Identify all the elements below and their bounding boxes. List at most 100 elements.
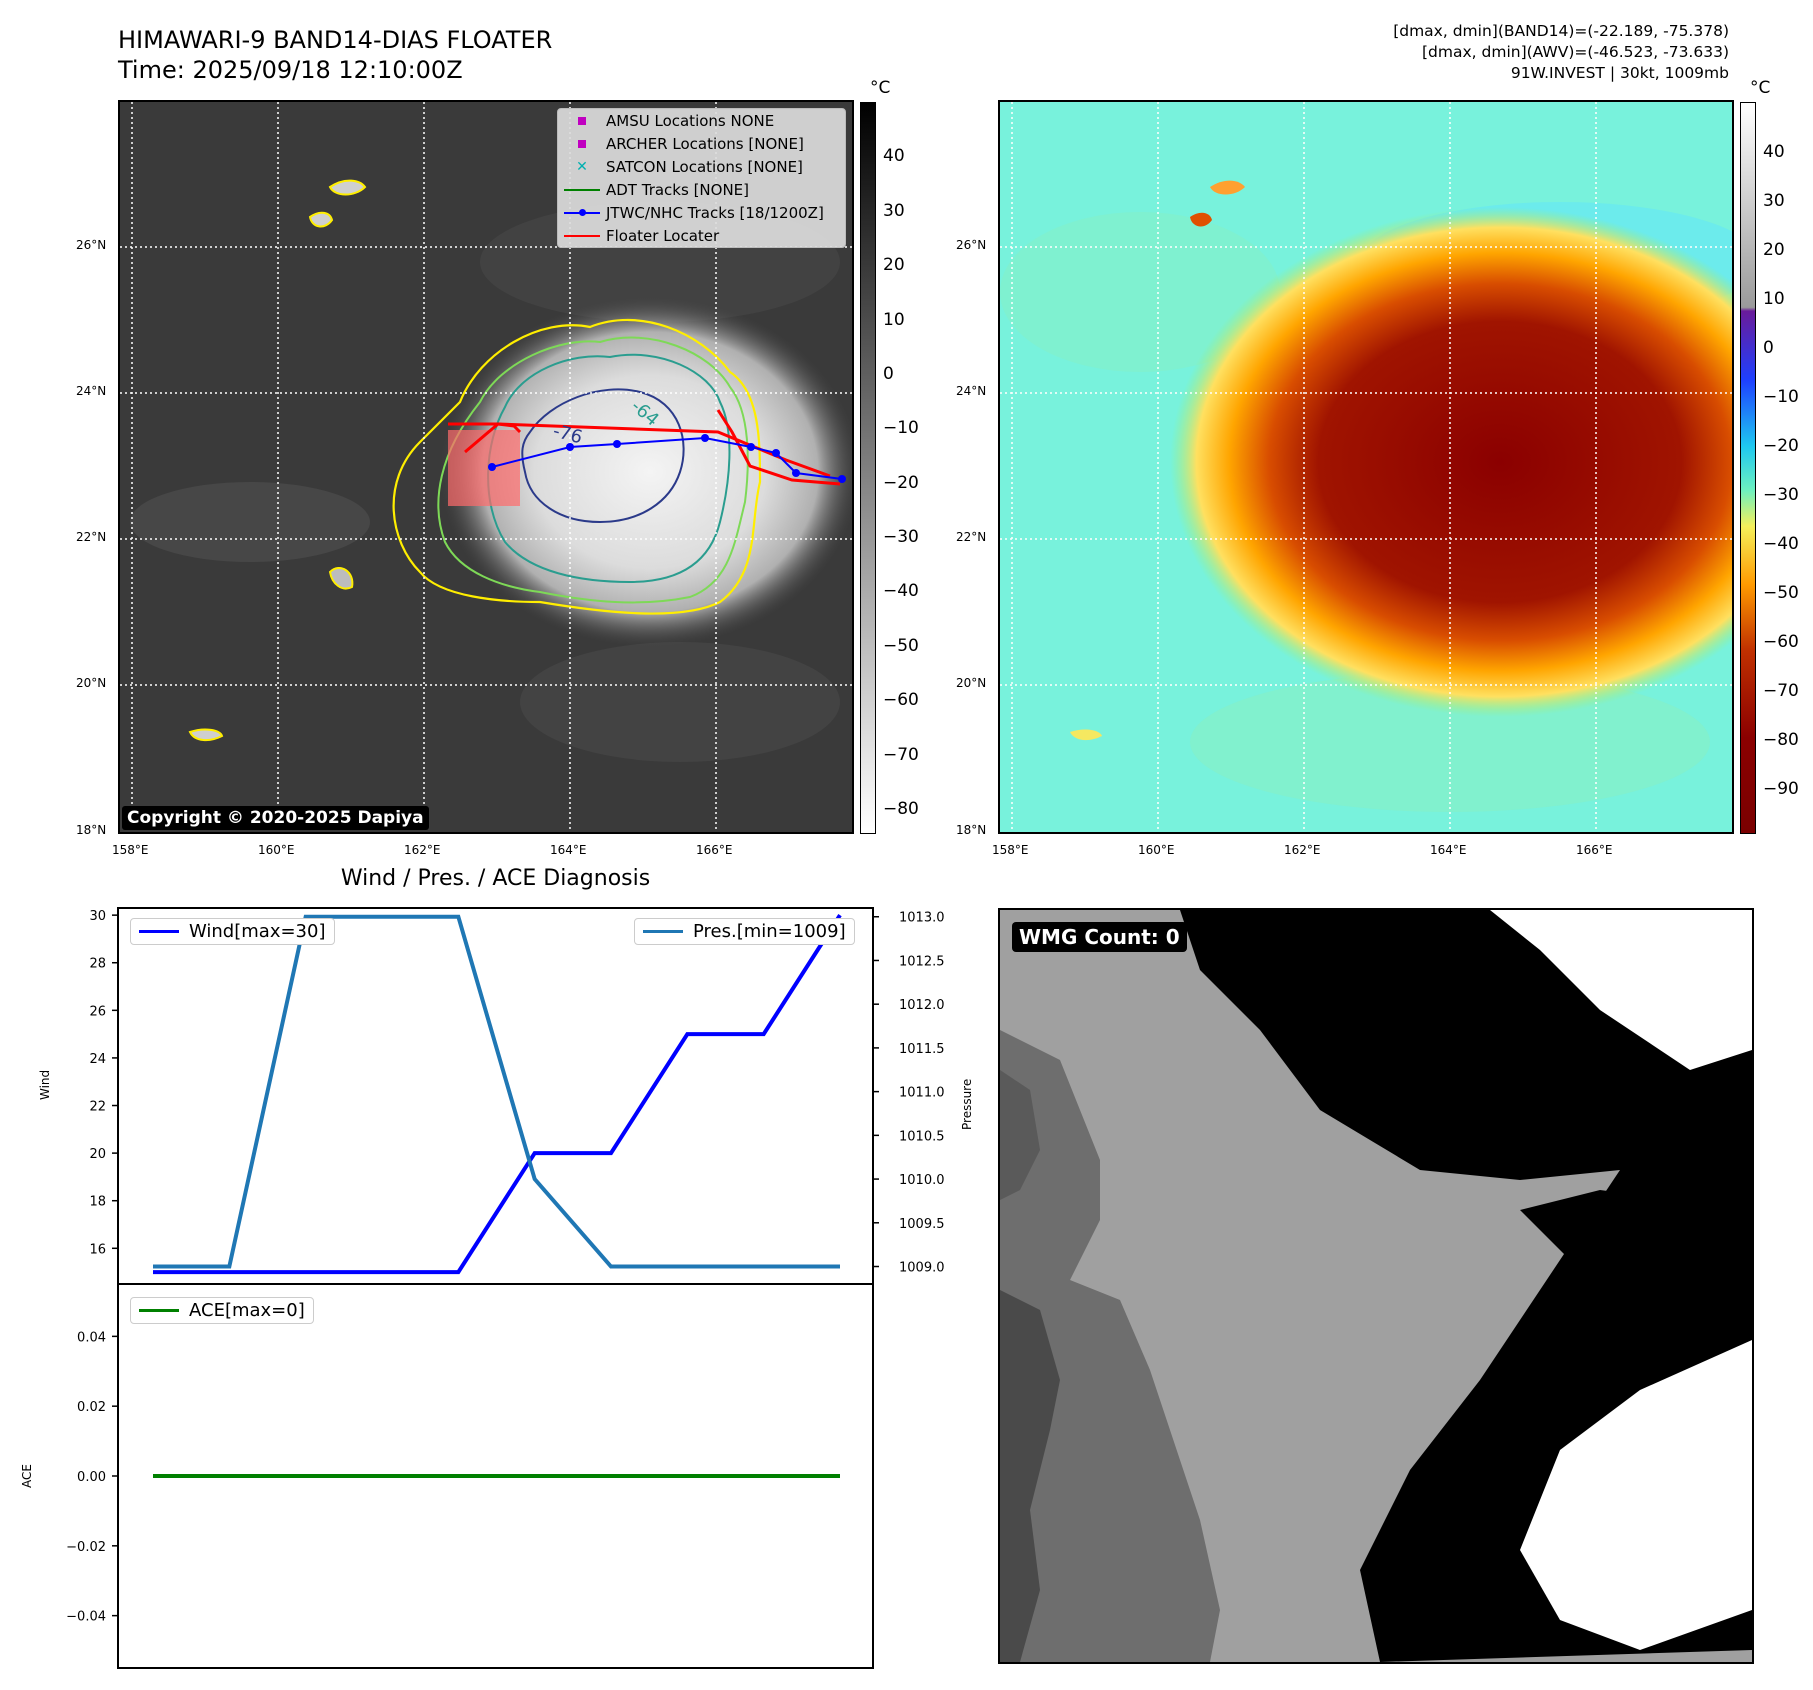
cbar-tick: 20 bbox=[883, 255, 905, 275]
wind-ytick-label: 22 bbox=[89, 1100, 106, 1115]
cbar-tick: −50 bbox=[1763, 583, 1799, 603]
lat-tick: 26°N bbox=[956, 238, 987, 252]
pressure-ytick-label: 1013.0 bbox=[899, 911, 945, 926]
lat-tick: 22°N bbox=[76, 530, 107, 544]
lat-tick: 26°N bbox=[76, 238, 107, 252]
color-colorbar-unit: °C bbox=[1750, 78, 1771, 98]
lon-tick: 164°E bbox=[550, 843, 587, 857]
ir-colorbar-unit: °C bbox=[870, 78, 891, 98]
pressure-ytick-label: 1011.5 bbox=[899, 1042, 945, 1057]
cbar-tick: −70 bbox=[1763, 681, 1799, 701]
map-legend: AMSU Locations NONE ARCHER Locations [NO… bbox=[557, 108, 846, 248]
diagnosis-title: Wind / Pres. / ACE Diagnosis bbox=[340, 866, 651, 891]
ir-colorbar bbox=[860, 102, 876, 834]
pressure-ytick-label: 1009.0 bbox=[899, 1261, 945, 1276]
lon-tick: 162°E bbox=[404, 843, 441, 857]
wind-legend-label: Wind[max=30] bbox=[189, 921, 326, 942]
lon-tick: 164°E bbox=[1430, 843, 1467, 857]
legend-item-adt: ADT Tracks [NONE] bbox=[558, 178, 845, 201]
wind-line bbox=[153, 914, 842, 1275]
cbar-tick: −40 bbox=[1763, 534, 1799, 554]
cbar-tick: 30 bbox=[1763, 191, 1785, 211]
legend-item-jtwc: JTWC/NHC Tracks [18/1200Z] bbox=[558, 201, 845, 224]
wind-ytick-label: 26 bbox=[89, 1004, 106, 1019]
pressure-ytick-label: 1012.0 bbox=[899, 998, 945, 1013]
wind-ytick-label: 18 bbox=[89, 1195, 106, 1210]
lon-tick: 160°E bbox=[258, 843, 295, 857]
cbar-tick: −90 bbox=[1763, 779, 1799, 799]
ir-satellite-panel: -76 -64 Copyright © 2020-2025 Dapiya AMS… bbox=[118, 100, 854, 834]
lon-tick: 166°E bbox=[1576, 843, 1613, 857]
lat-tick: 24°N bbox=[956, 384, 987, 398]
cbar-tick: −20 bbox=[1763, 436, 1799, 456]
wind-ytick-label: 30 bbox=[89, 909, 106, 924]
ace-legend: ACE[max=0] bbox=[130, 1297, 314, 1324]
floater-locater-line-3 bbox=[716, 409, 841, 486]
cbar-tick: −60 bbox=[883, 690, 919, 710]
ace-legend-label: ACE[max=0] bbox=[189, 1300, 305, 1321]
cbar-tick: 0 bbox=[883, 364, 894, 384]
wind-ytick-label: 20 bbox=[89, 1147, 106, 1162]
ace-ytick-label: −0.04 bbox=[66, 1610, 106, 1625]
lat-tick: 20°N bbox=[76, 676, 107, 690]
storm-info: 91W.INVEST | 30kt, 1009mb bbox=[1510, 64, 1729, 82]
legend-item-floater: Floater Locater bbox=[558, 224, 845, 247]
ace-ytick-label: 0.00 bbox=[77, 1470, 106, 1485]
cbar-tick: −60 bbox=[1763, 632, 1799, 652]
cbar-tick: 0 bbox=[1763, 338, 1774, 358]
pressure-ytick-label: 1012.5 bbox=[899, 954, 945, 969]
lon-tick: 166°E bbox=[696, 843, 733, 857]
stats-band14: [dmax, dmin](BAND14)=(-22.189, -75.378) bbox=[1393, 22, 1729, 40]
wind-legend: Wind[max=30] bbox=[130, 918, 335, 945]
pressure-ytick-label: 1011.0 bbox=[899, 1086, 945, 1101]
lon-tick: 160°E bbox=[1138, 843, 1175, 857]
lat-tick: 18°N bbox=[76, 823, 107, 837]
chart-time: Time: 2025/09/18 12:10:00Z bbox=[118, 56, 463, 84]
pressure-ytick-label: 1010.0 bbox=[899, 1173, 945, 1188]
legend-item-amsu: AMSU Locations NONE bbox=[558, 109, 845, 132]
pressure-legend: Pres.[min=1009] bbox=[634, 918, 855, 945]
lat-tick: 22°N bbox=[956, 530, 987, 544]
diagnosis-chart: 16 18 20 22 24 26 28 30 1009.0 1009.5 1010.0 1010.5… bbox=[66, 907, 945, 1669]
cbar-tick: 30 bbox=[883, 201, 905, 221]
color-ir-grid bbox=[1000, 102, 1732, 832]
ace-ytick-label: −0.02 bbox=[66, 1540, 106, 1555]
wind-ytick-label: 16 bbox=[89, 1242, 106, 1257]
cbar-tick: −70 bbox=[883, 745, 919, 765]
floater-locater-line-2 bbox=[464, 422, 522, 454]
stats-awv: [dmax, dmin](AWV)=(-46.523, -73.633) bbox=[1422, 43, 1729, 61]
wmg-count: WMG Count: 0 bbox=[1012, 922, 1187, 952]
cbar-tick: −40 bbox=[883, 581, 919, 601]
cbar-tick: −30 bbox=[1763, 485, 1799, 505]
jtwc-track-line bbox=[491, 436, 843, 480]
cbar-tick: −20 bbox=[883, 473, 919, 493]
cbar-tick: 40 bbox=[1763, 142, 1785, 162]
lon-tick: 158°E bbox=[112, 843, 149, 857]
lat-tick: 24°N bbox=[76, 384, 107, 398]
color-ir-panel bbox=[998, 100, 1734, 834]
wind-ytick-label: 28 bbox=[89, 957, 106, 972]
lon-tick: 158°E bbox=[992, 843, 1029, 857]
pressure-legend-label: Pres.[min=1009] bbox=[693, 921, 846, 942]
cbar-tick: 20 bbox=[1763, 240, 1785, 260]
cbar-tick: −80 bbox=[883, 799, 919, 819]
cbar-tick: 40 bbox=[883, 146, 905, 166]
ace-ytick-label: 0.04 bbox=[77, 1330, 106, 1345]
legend-item-satcon: ✕ SATCON Locations [NONE] bbox=[576, 157, 803, 176]
color-ir-image bbox=[1000, 102, 1732, 832]
chart-title: HIMAWARI-9 BAND14-DIAS FLOATER bbox=[118, 26, 553, 54]
copyright-label: Copyright © 2020-2025 Dapiya bbox=[122, 806, 429, 830]
wind-ytick-label: 24 bbox=[89, 1052, 106, 1067]
contour-label-64: -64 bbox=[627, 396, 663, 431]
cbar-tick: −30 bbox=[883, 527, 919, 547]
cbar-tick: −10 bbox=[883, 418, 919, 438]
lat-tick: 20°N bbox=[956, 676, 987, 690]
color-colorbar bbox=[1740, 102, 1756, 834]
wmg-panel: WMG Count: 0 bbox=[998, 908, 1754, 1664]
legend-item-archer: ARCHER Locations [NONE] bbox=[558, 132, 845, 155]
pressure-ytick-label: 1009.5 bbox=[899, 1217, 945, 1232]
cbar-tick: 10 bbox=[883, 310, 905, 330]
contour-label-76: -76 bbox=[551, 421, 585, 449]
cbar-tick: 10 bbox=[1763, 289, 1785, 309]
wind-pressure-axes bbox=[117, 907, 874, 1285]
